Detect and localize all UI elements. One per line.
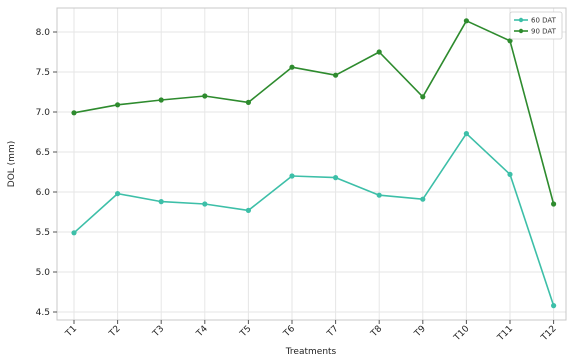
y-tick-label: 6.0 (36, 188, 51, 198)
x-tick-label: T2 (107, 324, 123, 340)
series-line-2 (73, 19, 555, 205)
x-tick-label: T12 (539, 324, 559, 344)
plot-frame (56, 7, 567, 321)
y-tick-label: 4.5 (36, 308, 50, 318)
grid (57, 8, 566, 320)
x-tick-label: T11 (495, 324, 515, 344)
data-point (245, 207, 251, 213)
x-tick-label: T1 (63, 324, 79, 340)
data-point (71, 230, 77, 236)
data-point (202, 201, 208, 207)
y-tick-label: 5.5 (36, 228, 50, 238)
y-axis-label: DOL (mm) (7, 141, 17, 187)
x-tick-label: T7 (325, 324, 341, 340)
x-tick-label: T10 (452, 324, 472, 344)
data-point (376, 192, 382, 198)
data-point (158, 199, 164, 205)
data-point (289, 64, 295, 70)
data-point (115, 191, 121, 197)
data-point (115, 102, 121, 108)
legend-box (509, 11, 563, 40)
data-point (551, 303, 557, 309)
data-point (333, 175, 339, 181)
legend-swatch-marker (518, 17, 524, 23)
y-tick-label: 5.0 (36, 268, 51, 278)
data-point (507, 171, 513, 177)
legend-entry: 60 DAT (531, 17, 557, 25)
legend-swatch-marker (518, 28, 524, 34)
x-tick-label: T8 (369, 324, 385, 340)
x-tick-label: T3 (151, 324, 167, 340)
x-tick-label: T4 (194, 324, 210, 340)
data-point (376, 49, 382, 55)
legend: 60 DAT 90 DAT (509, 11, 563, 40)
y-tick-label: 6.5 (36, 148, 50, 158)
data-point (551, 201, 557, 207)
data-point (245, 99, 251, 105)
x-tick-label: T6 (281, 324, 297, 340)
data-point (463, 18, 469, 24)
series-group (71, 18, 557, 309)
x-tick-label: T9 (412, 324, 428, 340)
data-point (420, 196, 426, 202)
legend-entry: 90 DAT (531, 28, 557, 36)
data-point (71, 110, 77, 116)
data-point (289, 173, 295, 179)
y-tick-label: 7.0 (36, 108, 51, 118)
y-axis: 4.5 5.0 5.5 6.0 6.5 7.0 7.5 8.0 (36, 28, 57, 318)
x-axis: T1 T2 T3 T4 T5 T6 T7 T8 T9 T10 T11 T12 (63, 320, 559, 344)
data-point (158, 97, 164, 103)
x-tick-label: T5 (238, 324, 254, 340)
data-point (333, 72, 339, 78)
data-point (420, 94, 426, 100)
data-point (202, 93, 208, 99)
data-point (507, 38, 513, 44)
y-tick-label: 8.0 (36, 28, 51, 38)
series-line-1 (73, 132, 555, 306)
data-point (463, 131, 469, 137)
y-tick-label: 7.5 (36, 68, 50, 78)
x-axis-label: Treatments (285, 347, 337, 357)
